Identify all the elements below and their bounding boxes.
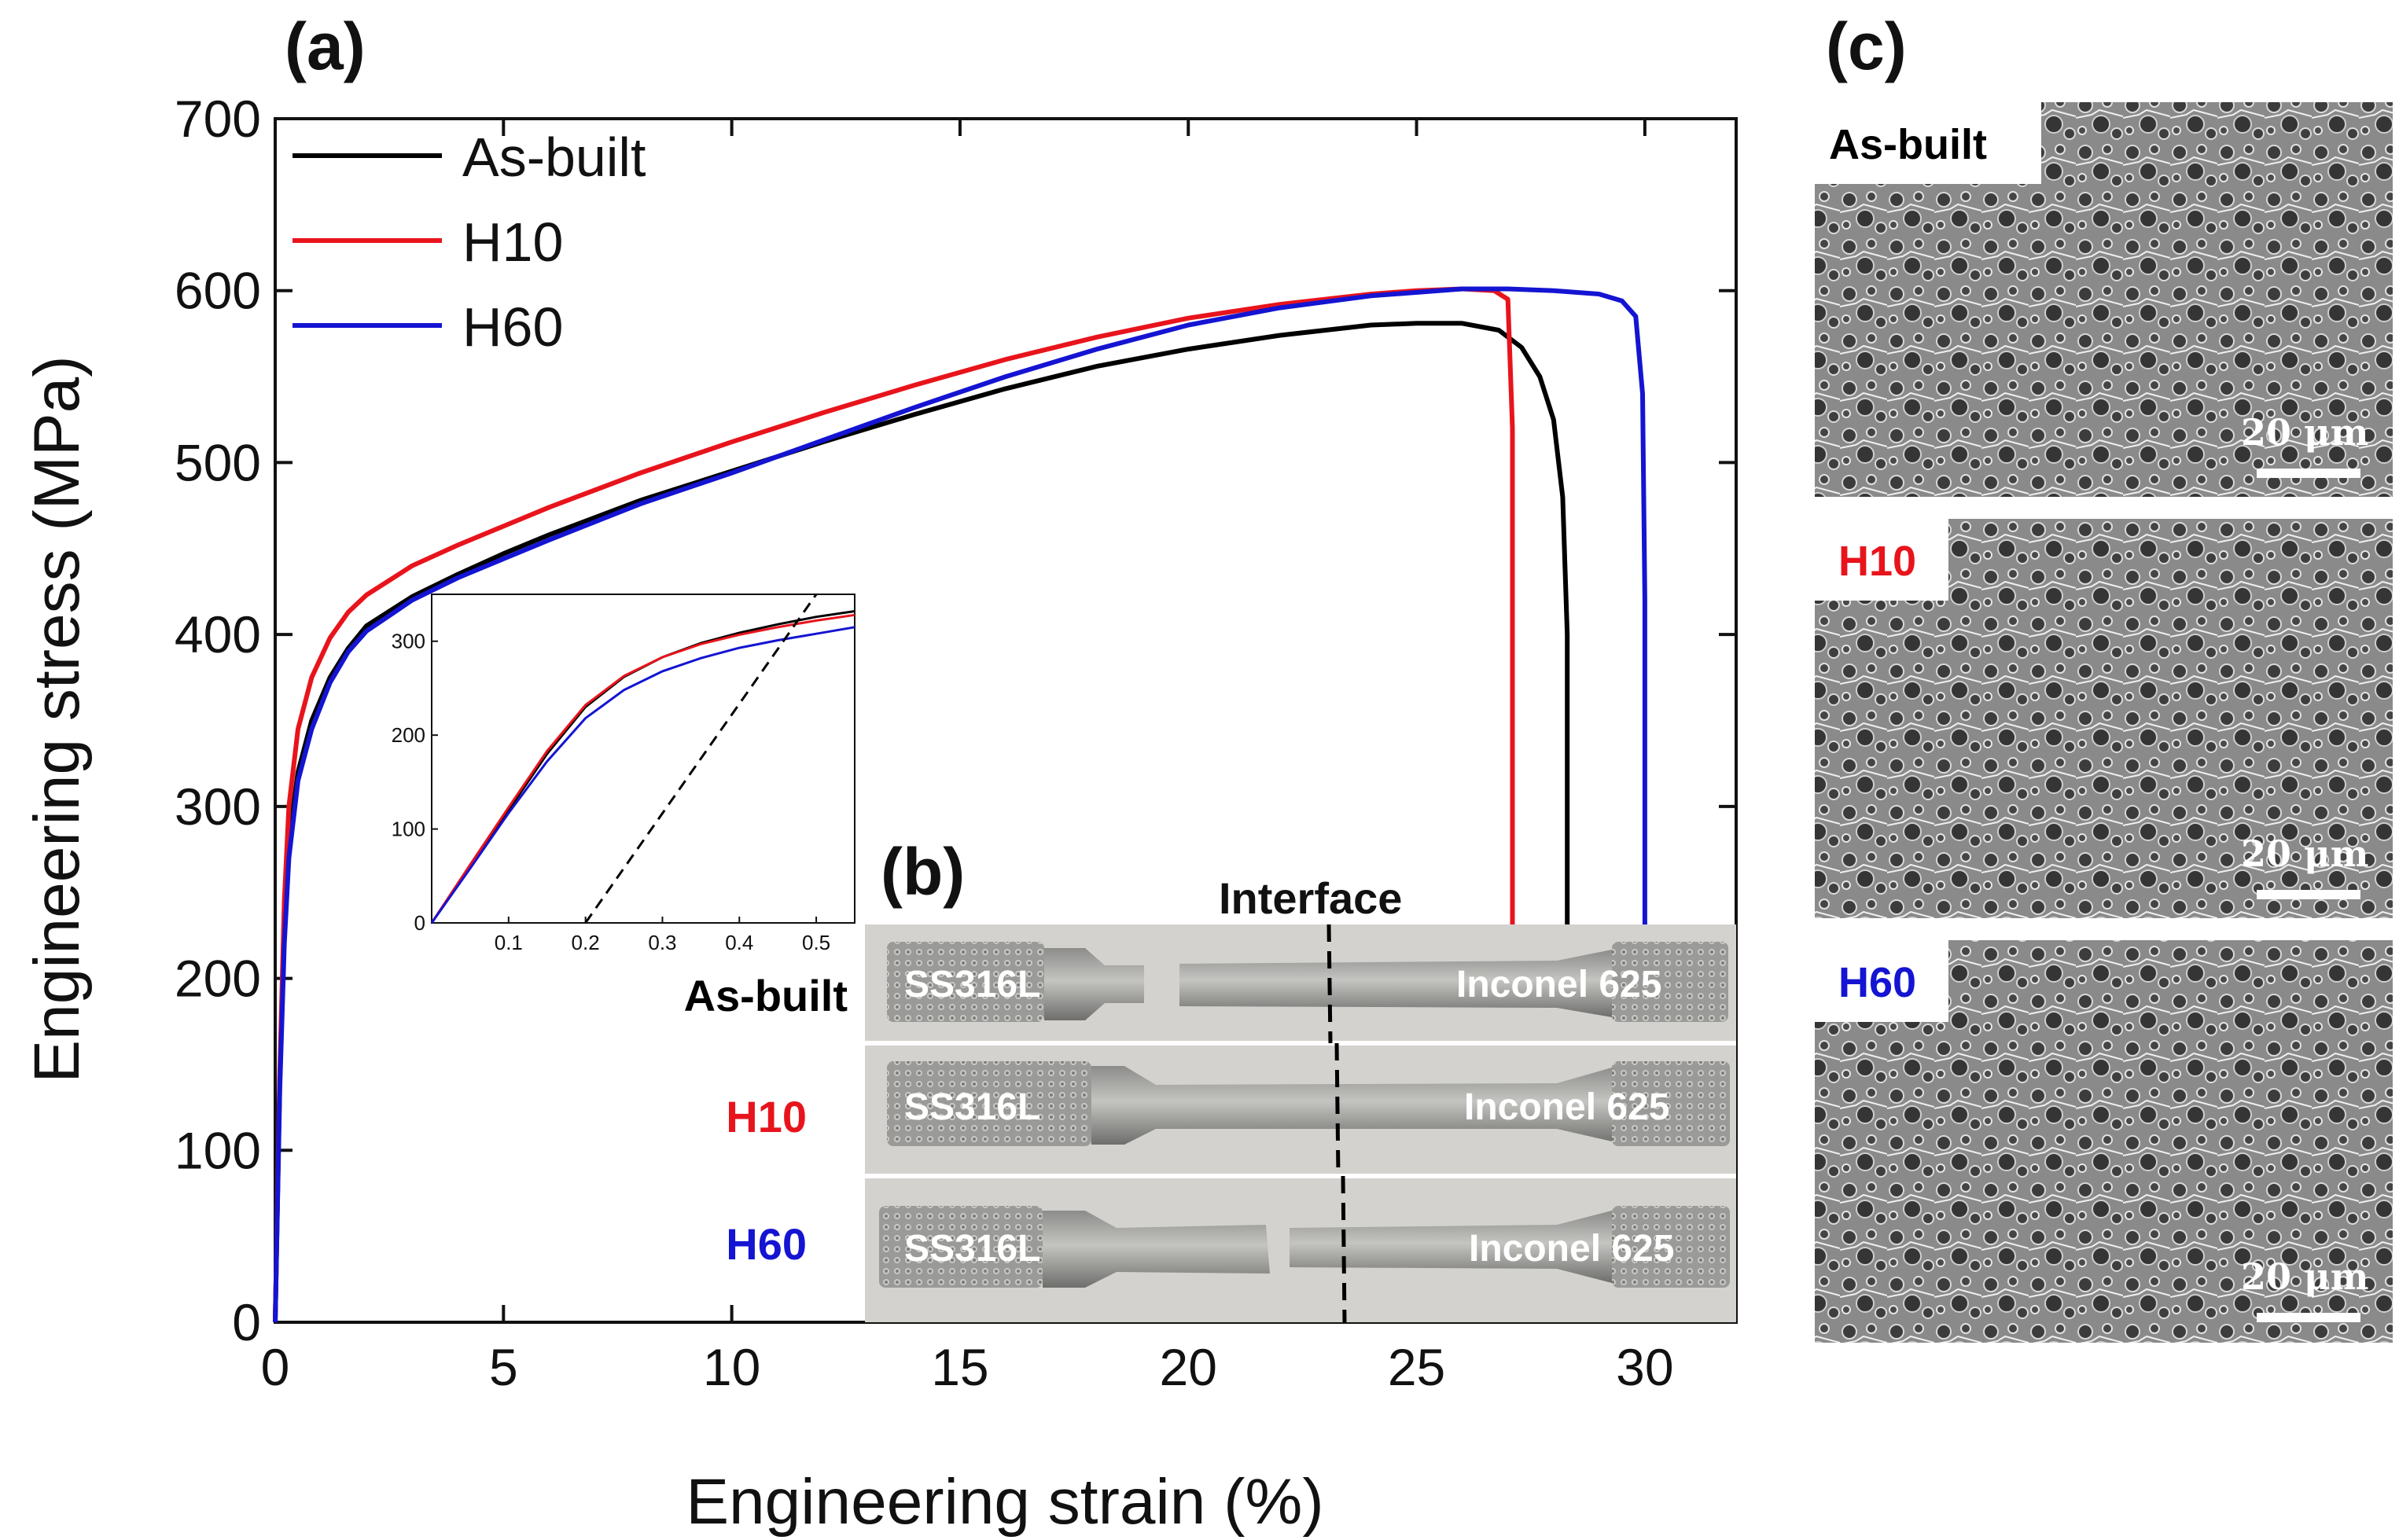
- scale-text-h10: 20 μm: [2241, 832, 2368, 875]
- inset-x-ticks: 0.1 0.2 0.3 0.4 0.5: [495, 917, 830, 954]
- y-tick-label-0: 0: [232, 1293, 261, 1351]
- specimen-label-h10: H10: [726, 1092, 807, 1141]
- sem-image-as-built: As-built 20 μm: [1815, 102, 2393, 497]
- specimen-left-label-h60: SS316L: [904, 1228, 1040, 1270]
- inset-y-tick-label-0: 0: [414, 911, 425, 935]
- x-tick-label-20: 20: [1160, 1338, 1217, 1396]
- inset-series-line-offset: [584, 594, 818, 924]
- main-series: [273, 286, 1647, 1323]
- sem-image-h60: H60 20 μm: [1815, 940, 2393, 1343]
- interface-label: Interface: [1219, 873, 1402, 923]
- inset-series: [430, 594, 855, 924]
- legend-label-h60: H60: [462, 296, 563, 358]
- specimen-label-as-built: As-built: [684, 971, 848, 1020]
- sem-image-h10: H10 20 μm: [1815, 519, 2393, 918]
- inset-x-tick-label-0.2: 0.2: [572, 931, 600, 954]
- specimen-right-label-h10: Inconel 625: [1464, 1086, 1669, 1128]
- y-tick-label-300: 300: [175, 777, 261, 836]
- scale-text-h60: 20 μm: [2241, 1255, 2368, 1298]
- specimen-left-label-as-built: SS316L: [904, 964, 1040, 1005]
- sem-label-h10: H10: [1838, 538, 1916, 585]
- panel-label-c: (c): [1826, 9, 1907, 83]
- x-tick-label-25: 25: [1388, 1338, 1445, 1396]
- scale-bar-h60: [2257, 1313, 2360, 1322]
- series-line-h60: [273, 286, 1647, 1323]
- inset-x-tick-label-0.3: 0.3: [648, 931, 676, 954]
- inset-y-ticks: 0 100 200 300: [392, 630, 438, 935]
- inset-y-tick-label-300: 300: [392, 630, 425, 653]
- main-x-ticks: 0 5 10 15 20 25 30: [261, 119, 1674, 1396]
- sem-label-as-built: As-built: [1829, 121, 1987, 168]
- specimen-label-h60: H60: [726, 1219, 807, 1269]
- specimen-h10: SS316L Inconel 625: [887, 1061, 1730, 1146]
- specimen-right-label-h60: Inconel 625: [1469, 1228, 1674, 1270]
- scale-bar-as-built: [2257, 469, 2360, 478]
- x-tick-label-30: 30: [1616, 1338, 1673, 1396]
- inset-y-tick-label-200: 200: [392, 723, 425, 747]
- y-tick-label-400: 400: [175, 605, 261, 663]
- x-tick-label-0: 0: [261, 1338, 290, 1396]
- x-tick-label-15: 15: [931, 1338, 988, 1396]
- x-tick-label-5: 5: [489, 1338, 518, 1396]
- inset-y-tick-label-100: 100: [392, 818, 425, 841]
- specimen-photos: SS316L Inconel 625 SS316L Inconel 625 SS…: [865, 924, 1736, 1323]
- panel-label-a: (a): [285, 9, 366, 83]
- scale-bar-h10: [2257, 890, 2360, 899]
- specimen-right-label-as-built: Inconel 625: [1456, 964, 1661, 1005]
- x-axis-title: Engineering strain (%): [686, 1466, 1323, 1538]
- y-tick-label-700: 700: [175, 90, 261, 148]
- legend-label-as-built: As-built: [462, 127, 646, 188]
- main-y-ticks: 0 100 200 300 400 500 600 700: [175, 90, 1736, 1351]
- specimen-as-built: SS316L Inconel 625: [887, 942, 1728, 1022]
- x-tick-label-10: 10: [703, 1338, 760, 1396]
- y-tick-label-200: 200: [175, 950, 261, 1008]
- specimen-left-label-h10: SS316L: [904, 1086, 1040, 1128]
- y-tick-label-100: 100: [175, 1121, 261, 1179]
- panel-label-b: (b): [881, 835, 965, 909]
- inset-series-line-h10: [430, 613, 855, 924]
- y-axis-title: Engineering stress (MPa): [21, 355, 93, 1082]
- inset-x-tick-label-0.5: 0.5: [802, 931, 830, 954]
- sem-label-h60: H60: [1838, 959, 1916, 1006]
- specimen-h60: SS316L Inconel 625: [879, 1206, 1730, 1288]
- scale-text-as-built: 20 μm: [2241, 411, 2368, 454]
- interface-dashed-line: [1326, 924, 1347, 1323]
- y-tick-label-500: 500: [175, 433, 261, 491]
- legend: As-built H10 H60: [293, 127, 646, 358]
- inset-x-tick-label-0.4: 0.4: [725, 931, 753, 954]
- inset-background: [431, 594, 855, 924]
- legend-label-h10: H10: [462, 211, 563, 273]
- inset-plot: 0 100 200 300 0.1 0.2 0.3 0.4 0.5: [392, 594, 855, 954]
- y-tick-label-600: 600: [175, 262, 261, 320]
- inset-x-tick-label-0.1: 0.1: [495, 931, 523, 954]
